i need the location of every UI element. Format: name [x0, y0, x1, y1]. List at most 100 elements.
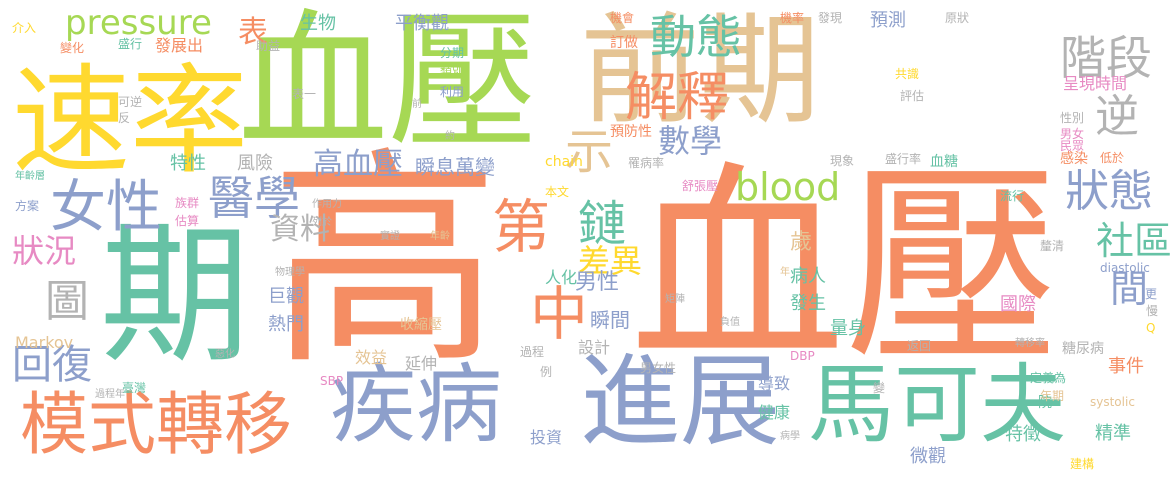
cloud-word: 糖尿病	[1062, 341, 1104, 357]
cloud-word: 變	[873, 381, 886, 395]
cloud-word: 高血壓	[313, 147, 403, 182]
cloud-word: 收縮壓	[400, 317, 442, 333]
cloud-word: 生物	[300, 13, 336, 34]
cloud-word: 矩陣	[665, 294, 685, 305]
cloud-word: 預測	[870, 10, 906, 31]
cloud-word: DBP	[790, 349, 815, 363]
cloud-word: 血壓	[630, 142, 1060, 393]
cloud-word: 發展出	[155, 36, 204, 55]
cloud-word: 回復	[12, 342, 92, 388]
cloud-word: 流行	[1000, 189, 1025, 203]
cloud-word: 例	[540, 365, 553, 379]
cloud-word: chain	[545, 154, 583, 170]
cloud-word: 過程	[520, 345, 545, 359]
cloud-word: 進展	[580, 343, 780, 460]
cloud-word: 示	[565, 124, 614, 180]
cloud-word: 瞬息萬變	[415, 155, 495, 179]
cloud-word: 男女	[1060, 127, 1085, 141]
cloud-word: 事件	[1108, 356, 1144, 377]
cloud-word: 作用力	[312, 199, 342, 210]
cloud-word: 發生	[790, 293, 826, 314]
cloud-word: 年	[780, 267, 790, 278]
cloud-word: 歲	[790, 230, 813, 255]
cloud-word: 釐清	[1040, 239, 1065, 253]
cloud-word: 投資	[530, 428, 563, 447]
cloud-word: 民眾	[1060, 139, 1085, 153]
cloud-word: 更	[1145, 287, 1158, 301]
cloud-word: 利用	[440, 85, 465, 99]
cloud-word: 設計	[578, 338, 611, 357]
cloud-word: 慢	[1146, 304, 1159, 318]
cloud-word: 鏈	[578, 196, 627, 252]
cloud-word: 約	[445, 131, 455, 142]
cloud-word: 列於	[312, 217, 332, 228]
cloud-word: 社區	[1096, 219, 1173, 263]
cloud-word: 馬可夫	[808, 355, 1066, 455]
cloud-word: 間	[1110, 267, 1149, 311]
cloud-word: 族群	[175, 196, 200, 210]
cloud-word: 年齡	[430, 231, 450, 242]
cloud-word: 負值	[720, 317, 740, 328]
cloud-word: 男女性	[640, 361, 677, 375]
cloud-word: 呈現時間	[1063, 74, 1128, 93]
cloud-word: 血壓	[238, 0, 539, 170]
cloud-word: 變化	[60, 41, 85, 55]
cloud-word: diastolic	[1100, 261, 1150, 275]
cloud-word: 介入	[12, 21, 37, 35]
cloud-word: 精準	[1095, 423, 1131, 444]
cloud-word: 發現	[818, 11, 843, 25]
cloud-word: 平衡觀	[395, 13, 449, 34]
cloud-word: 臺灣	[122, 381, 147, 395]
cloud-word: 院	[1038, 395, 1052, 411]
cloud-word: 實證	[380, 231, 400, 242]
cloud-word: 數學	[658, 122, 723, 160]
cloud-word: 巨觀	[268, 286, 304, 307]
cloud-word: 共識	[895, 67, 920, 81]
cloud-word: 評估	[900, 89, 925, 103]
cloud-word: Q	[1146, 321, 1156, 335]
cloud-word: 病學	[780, 431, 800, 442]
cloud-word: 動態	[650, 10, 742, 64]
cloud-word: 解釋	[625, 68, 730, 128]
cloud-word: 年期	[1040, 389, 1065, 403]
cloud-word: systolic	[1090, 395, 1135, 409]
cloud-word: 原狀	[945, 11, 970, 25]
cloud-word: 高	[270, 129, 501, 396]
cloud-word: 國際	[1000, 294, 1036, 315]
cloud-word: 舒張壓	[682, 179, 719, 193]
cloud-word: 瞬間	[590, 308, 630, 332]
cloud-word: 預防性	[610, 124, 652, 140]
cloud-word: 人化	[545, 268, 578, 287]
cloud-word: 分期	[440, 46, 465, 60]
cloud-word: 資料	[270, 212, 330, 247]
cloud-word: 狀態	[1065, 166, 1153, 217]
cloud-word: 表一	[292, 87, 317, 101]
cloud-word: 健康	[758, 403, 791, 422]
cloud-word: 反	[118, 111, 131, 125]
cloud-word: 惡化	[215, 349, 235, 360]
cloud-word: 本文	[545, 185, 570, 199]
cloud-word: 速率	[12, 52, 249, 190]
cloud-word: 性別	[1060, 111, 1085, 125]
cloud-word: 轉移率	[1015, 338, 1045, 349]
cloud-word: 前	[412, 99, 422, 110]
cloud-word: 中	[530, 280, 589, 348]
cloud-word: 男性	[575, 270, 620, 295]
cloud-word: 量身	[830, 318, 866, 339]
cloud-word: 返回	[907, 339, 932, 353]
cloud-word: 感染	[1060, 151, 1088, 167]
cloud-word: blood	[735, 165, 841, 209]
cloud-word: 現象	[830, 154, 855, 168]
cloud-word: 建構	[1070, 457, 1095, 471]
cloud-word: 血糖	[930, 154, 958, 170]
cloud-word: 類別	[440, 65, 465, 79]
cloud-word: 狀況	[12, 232, 77, 270]
cloud-word: 機會	[610, 11, 635, 25]
cloud-word: 特徵	[1005, 424, 1041, 445]
cloud-word: Markov	[15, 333, 74, 352]
cloud-word: 醫學	[208, 171, 300, 225]
cloud-word: 方案	[15, 199, 40, 213]
cloud-word: 盛行	[118, 37, 143, 51]
cloud-word: 逆	[1095, 91, 1139, 142]
